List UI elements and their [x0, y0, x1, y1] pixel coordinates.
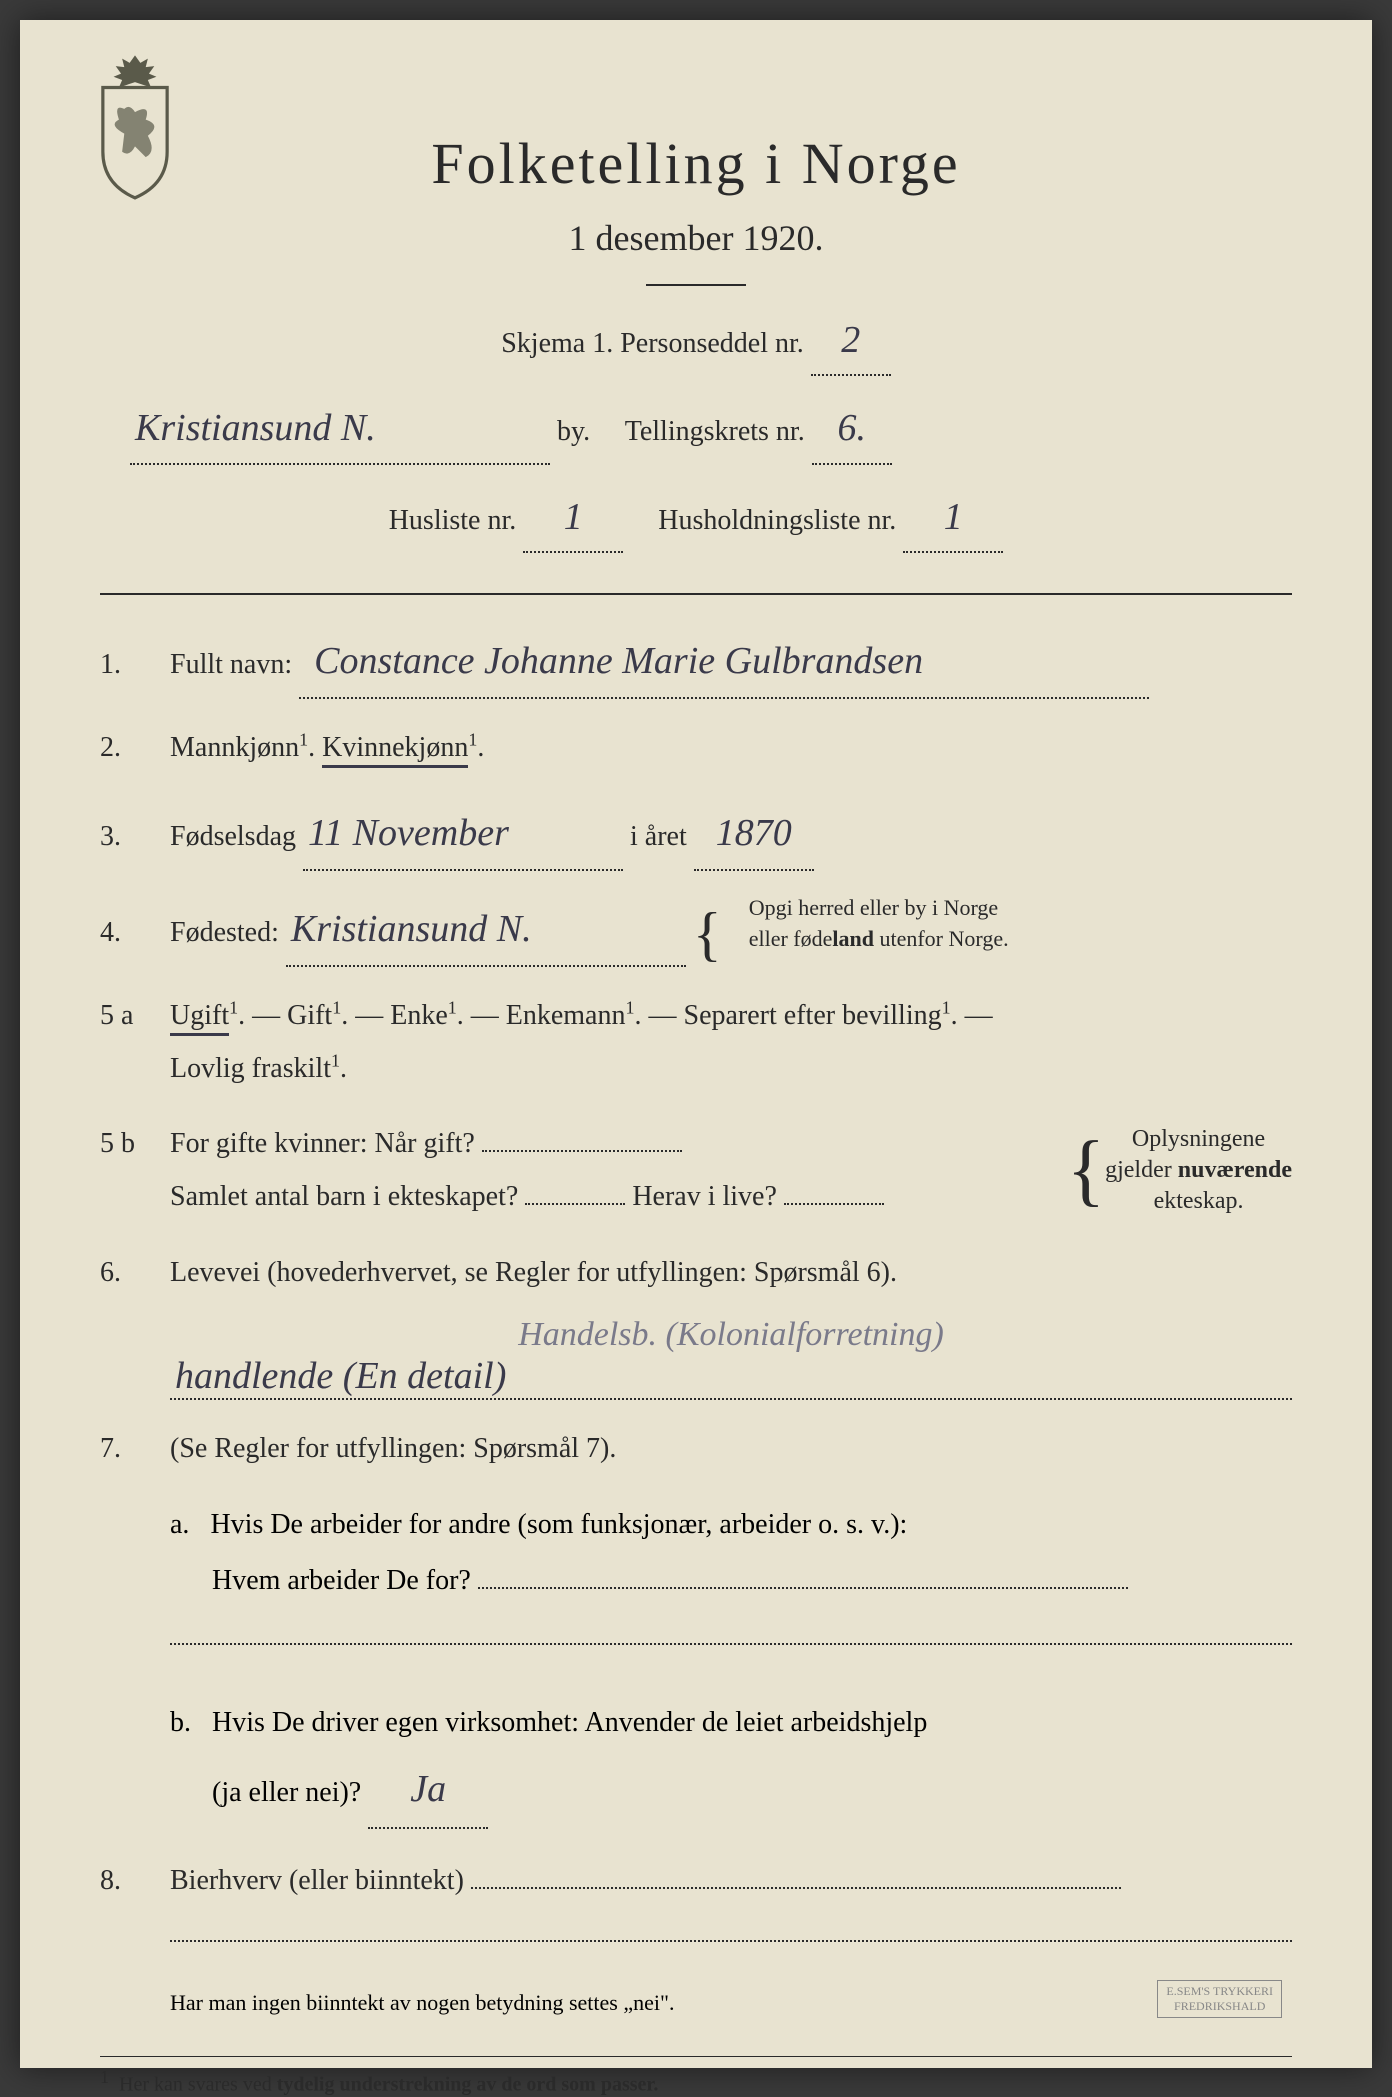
question-5a: 5 a Ugift1. — Gift1. — Enke1. — Enkemann…: [100, 989, 1292, 1095]
header-divider: [646, 284, 746, 286]
form-number-line: Skjema 1. Personseddel nr. 2: [100, 306, 1292, 376]
form-header: Folketelling i Norge 1 desember 1920. Sk…: [100, 130, 1292, 553]
question-7: 7. (Se Regler for utfyllingen: Spørsmål …: [100, 1422, 1292, 1475]
footnote-lower: 1 Her kan svares ved tydelig understrekn…: [100, 2056, 1292, 2097]
footnote-upper: Har man ingen biinntekt av nogen betydni…: [170, 1990, 1292, 2016]
tellingskrets-value: 6.: [812, 394, 892, 464]
birthplace-value: Kristiansund N.: [286, 893, 686, 967]
q5b-note: Oplysningene gjelder nuværende ekteskap.: [1105, 1124, 1292, 1218]
occupation-pencil: Handelsb. (Kolonialforretning): [170, 1316, 1292, 1354]
question-1: 1. Fullt navn: Constance Johanne Marie G…: [100, 625, 1292, 699]
question-7a: a. Hvis De arbeider for andre (som funks…: [170, 1497, 1292, 1665]
gender-selected: Kvinnekjønn: [322, 732, 468, 768]
census-form-page: Folketelling i Norge 1 desember 1920. Sk…: [20, 20, 1372, 2068]
husliste-line: Husliste nr. 1 Husholdningsliste nr. 1: [100, 483, 1292, 553]
question-3: 3. Fødselsdag 11 November i året 1870: [100, 797, 1292, 871]
printer-stamp: E.SEM'S TRYKKERI FREDRIKSHALD: [1157, 1980, 1282, 2018]
city-value: Kristiansund N.: [130, 394, 550, 464]
occupation-value: handlende (En detail): [175, 1354, 506, 1398]
question-5b: 5 b For gifte kvinner: Når gift? Samlet …: [100, 1117, 1292, 1223]
birthyear-value: 1870: [694, 797, 814, 871]
husliste-value: 1: [523, 483, 623, 553]
question-4: 4. Fødested: Kristiansund N. { Opgi herr…: [100, 893, 1292, 967]
document-date: 1 desember 1920.: [100, 217, 1292, 259]
document-title: Folketelling i Norge: [100, 130, 1292, 197]
question-2: 2. Mannkjønn1. Kvinnekjønn1.: [100, 721, 1292, 774]
city-line: Kristiansund N. by. Tellingskrets nr. 6.: [100, 394, 1292, 464]
birthdate-value: 11 November: [303, 797, 623, 871]
question-8: 8. Bierhverv (eller biinntekt): [100, 1854, 1292, 1960]
husholdning-value: 1: [903, 483, 1003, 553]
form-number-value: 2: [811, 306, 891, 376]
hired-help-value: Ja: [368, 1751, 488, 1829]
full-name-value: Constance Johanne Marie Gulbrandsen: [299, 625, 1149, 699]
question-7b: b. Hvis De driver egen virksomhet: Anven…: [170, 1695, 1292, 1829]
header-rule: [100, 593, 1292, 595]
question-6: 6. Levevei (hovederhvervet, se Regler fo…: [100, 1246, 1292, 1299]
marital-selected: Ugift: [170, 1000, 229, 1036]
